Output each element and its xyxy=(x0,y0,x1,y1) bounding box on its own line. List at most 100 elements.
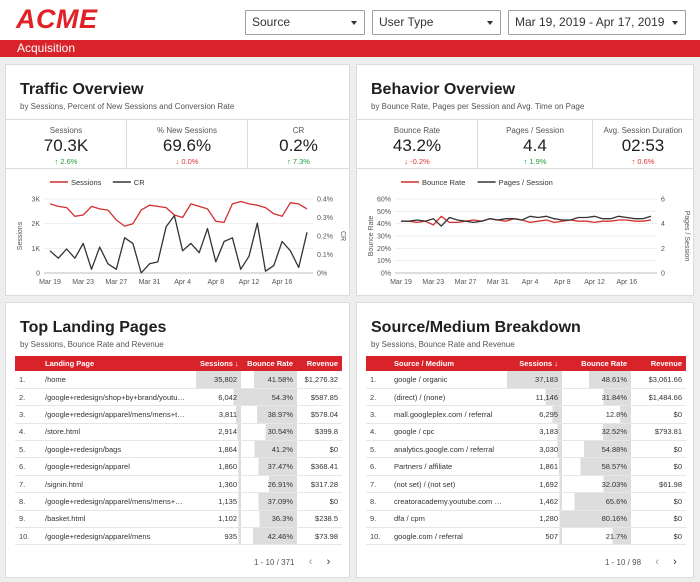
table-header-row: Source / Medium Sessions ↓ Bounce Rate R… xyxy=(366,356,686,371)
source-medium-header[interactable]: Source / Medium xyxy=(390,356,507,371)
kpi-label: Bounce Rate xyxy=(393,126,441,135)
row-index: 5. xyxy=(15,440,41,459)
x-tick-label: Apr 8 xyxy=(554,279,571,286)
row-sessions: 37,183 xyxy=(507,371,562,389)
table-row[interactable]: 4. google / cpc 3,183 32.52% $793.81 xyxy=(366,423,686,442)
y-tick-label: 60% xyxy=(377,197,391,204)
table-row[interactable]: 10. google.com / referral 507 21.7% $0 xyxy=(366,527,686,546)
user-type-filter[interactable]: User Type xyxy=(372,10,501,35)
row-index: 9. xyxy=(15,510,41,529)
row-name: /google+redesign/bags xyxy=(41,440,196,459)
top-landing-pages-panel: Top Landing Pages by Sessions, Bounce Ra… xyxy=(5,302,350,578)
row-index: 5. xyxy=(366,440,390,459)
bounce-rate-header[interactable]: Bounce Rate xyxy=(562,356,631,371)
row-index: 8. xyxy=(15,492,41,511)
next-page-icon[interactable]: › xyxy=(326,556,331,568)
table-row[interactable]: 5. analytics.google.com / referral 3,030 54… xyxy=(366,440,686,459)
kpi-label: % New Sessions xyxy=(156,126,218,135)
kpi-value: 0.2% xyxy=(279,136,318,155)
kpi-delta: ↑ 7.3% xyxy=(248,157,349,166)
table-row[interactable]: 3./google+redesign/apparel/mens/mens+t… 3… xyxy=(15,405,342,424)
row-bounce-rate: 65.6% xyxy=(562,492,631,511)
source-filter[interactable]: Source xyxy=(245,10,365,35)
date-range-filter[interactable]: Mar 19, 2019 - Apr 17, 2019 xyxy=(508,10,686,35)
table-row[interactable]: 9./basket.html 1,102 36.3% $238.5 xyxy=(15,510,342,529)
row-name: google / cpc xyxy=(390,423,507,442)
table-row[interactable]: 1. google / organic 37,183 48.61% $3,061.66 xyxy=(366,371,686,389)
index-header xyxy=(15,356,41,371)
bounce-rate-header[interactable]: Bounce Rate xyxy=(241,356,297,371)
kpi-row: Bounce Rate 43.2% ↓ -0.2% Pages / Sessio… xyxy=(357,119,693,169)
row-name: /google+redesign/apparel/mens xyxy=(41,527,196,546)
y-tick-label: 20% xyxy=(377,246,391,253)
next-page-icon[interactable]: › xyxy=(673,556,677,568)
x-tick-label: Apr 16 xyxy=(616,279,637,286)
kpi-value: 70.3K xyxy=(43,136,89,155)
prev-page-icon[interactable]: ‹ xyxy=(655,556,659,568)
prev-page-icon[interactable]: ‹ xyxy=(308,556,313,568)
row-index: 3. xyxy=(15,405,41,424)
row-index: 7. xyxy=(366,475,390,494)
y-tick-label: 1K xyxy=(31,246,40,253)
row-sessions: 3,183 xyxy=(507,423,562,442)
acme-logo: ACME xyxy=(16,4,98,34)
row-bounce-rate: 26.91% xyxy=(241,475,297,494)
table-row[interactable]: 6./google+redesign/apparel 1,860 37.47% $36… xyxy=(15,457,342,476)
y2-axis-title: CR xyxy=(339,231,346,241)
row-index: 1. xyxy=(15,371,41,389)
table-row[interactable]: 8. creatoracademy.youtube.com / re… 1,462 6… xyxy=(366,492,686,511)
table-row[interactable]: 3. mall.googleplex.com / referral 6,295 12.… xyxy=(366,405,686,424)
row-index: 9. xyxy=(366,510,390,529)
y-axis-title: Bounce Rate xyxy=(368,216,375,257)
kpi-pages-session: Pages / Session 4.4 ↑ 1.9% xyxy=(478,120,593,168)
arrow-down-icon: ↓ xyxy=(404,157,409,166)
x-tick-label: Apr 8 xyxy=(207,279,224,286)
kpi-cr: CR 0.2% ↑ 7.3% xyxy=(248,120,349,168)
row-name: /google+redesign/shop+by+brand/youtu… xyxy=(41,388,196,407)
pagination: 1 - 10 / 371 ‹ › xyxy=(254,556,330,568)
x-tick-label: Mar 23 xyxy=(72,279,94,286)
behavior-line-chart: Bounce Rate Pages / Session 0% 10% 20% 30% 40%… xyxy=(368,178,690,286)
table-row[interactable]: 7. (not set) / (not set) 1,692 32.03% $61.98 xyxy=(366,475,686,494)
table-row[interactable]: 7./signin.html 1,360 26.91% $317.28 xyxy=(15,475,342,494)
y-tick-label: 10% xyxy=(377,258,391,265)
y-tick-label: 3K xyxy=(31,197,40,204)
row-revenue: $1,484.66 xyxy=(631,388,686,407)
table-row[interactable]: 6. Partners / affiliate 1,861 58.57% $0 xyxy=(366,457,686,476)
source-filter-label: Source xyxy=(252,15,291,29)
revenue-header[interactable]: Revenue xyxy=(297,356,342,371)
panel-title: Traffic Overview xyxy=(20,81,144,98)
series-line-cr xyxy=(49,214,308,274)
table-row[interactable]: 9. dfa / cpm 1,280 80.16% $0 xyxy=(366,510,686,529)
sessions-header[interactable]: Sessions ↓ xyxy=(196,356,241,371)
row-sessions: 35,802 xyxy=(196,371,241,389)
panel-title: Top Landing Pages xyxy=(20,319,167,336)
table-row[interactable]: 4./store.html 2,914 30.54% $399.8 xyxy=(15,423,342,442)
row-revenue: $587.85 xyxy=(297,388,342,407)
series-line-bounce-rate xyxy=(401,215,652,226)
kpi-delta-value: 2.6% xyxy=(60,157,78,166)
landing-page-header[interactable]: Landing Page xyxy=(41,356,196,371)
row-revenue: $0 xyxy=(297,440,342,459)
kpi-sessions: Sessions 70.3K ↑ 2.6% xyxy=(6,120,127,168)
table-row[interactable]: 2. (direct) / (none) 11,146 31.84% $1,484.66 xyxy=(366,388,686,407)
row-name: /signin.html xyxy=(41,475,196,494)
sessions-header[interactable]: Sessions ↓ xyxy=(507,356,562,371)
table-row[interactable]: 8./google+redesign/apparel/mens/mens+… 1,… xyxy=(15,492,342,511)
x-tick-label: Mar 27 xyxy=(105,279,127,286)
table-row[interactable]: 10./google+redesign/apparel/mens 935 42.46… xyxy=(15,527,342,546)
table-row[interactable]: 1./home 35,802 41.58% $1,276.32 xyxy=(15,371,342,389)
row-bounce-rate: 21.7% xyxy=(562,527,631,546)
table-row[interactable]: 5./google+redesign/bags 1,864 41.2% $0 xyxy=(15,440,342,459)
row-index: 2. xyxy=(366,388,390,407)
row-name: (not set) / (not set) xyxy=(390,475,507,494)
kpi-delta: ↑ 1.9% xyxy=(478,157,592,166)
row-revenue: $317.28 xyxy=(297,475,342,494)
row-revenue: $0 xyxy=(631,440,686,459)
row-name: Partners / affiliate xyxy=(390,457,507,476)
row-sessions: 1,280 xyxy=(507,510,562,529)
table-row[interactable]: 2./google+redesign/shop+by+brand/youtu… 6… xyxy=(15,388,342,407)
kpi-label: Pages / Session xyxy=(506,126,564,135)
kpi-value: 4.4 xyxy=(523,136,547,155)
revenue-header[interactable]: Revenue xyxy=(631,356,686,371)
